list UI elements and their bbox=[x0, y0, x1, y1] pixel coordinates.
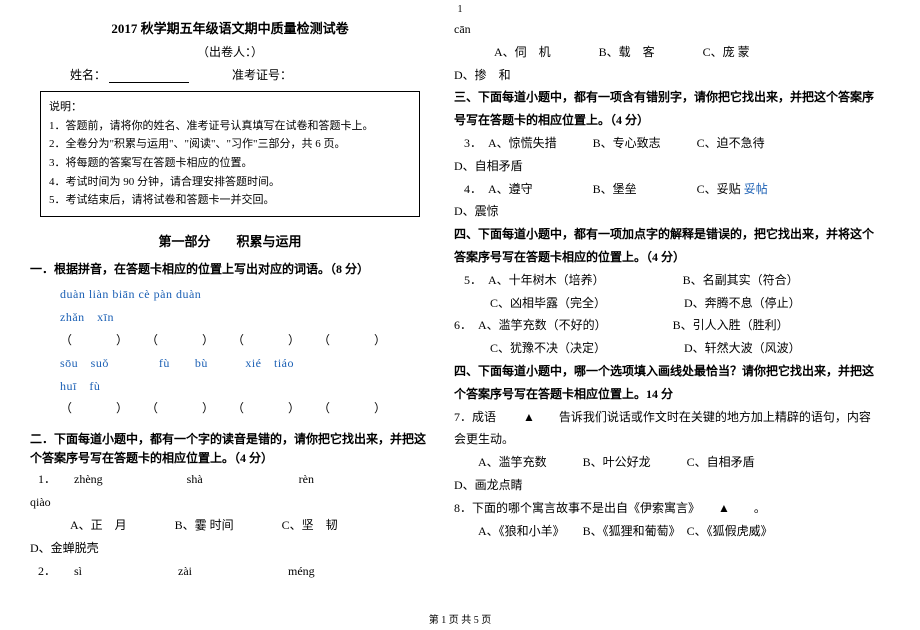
student-info-line: 姓名： 准考证号： bbox=[70, 66, 430, 83]
notice-box: 说明： 1．答题前，请将你的姓名、准考证号认真填写在试卷和答题卡上。 2．全卷分… bbox=[40, 91, 420, 217]
options-line: 5． A、十年树木（培养） B、名副其实（符合） bbox=[464, 269, 874, 292]
pinyin-row: duàn liàn biān cè pàn duàn bbox=[60, 283, 430, 306]
option-d: D、自相矛盾 bbox=[454, 155, 874, 178]
paren-row: （ ） （ ） （ ） （ ） bbox=[60, 397, 430, 420]
options-line: 6． A、滥竽充数（不好的） B、引人入胜（胜利） bbox=[454, 314, 874, 337]
q2-title: 二．下面每道小题中，都有一个字的读音是错的，请你把它找出来，并把这个答案序号写在… bbox=[30, 430, 430, 468]
right-column: cān A、伺 机 B、载 客 C、庞 蒙 D、掺 和 三、下面每道小题中，都有… bbox=[454, 18, 874, 582]
pinyin-block: duàn liàn biān cè pàn duàn zhǎn xīn （ ） … bbox=[60, 283, 430, 420]
name-blank bbox=[109, 69, 189, 83]
opt-abc: 4． A、遵守 B、堡垒 C、妥贴 bbox=[464, 182, 741, 196]
item-text: 8．下面的哪个寓言故事不是出自《伊索寓言》 ▲ 。 bbox=[454, 497, 874, 520]
q4-title: 四、下面每道小题中，都有一项加点字的解释是错误的，把它找出来，并将这个答案序号写… bbox=[454, 223, 874, 269]
page-footer: 第 1 页 共 5 页 bbox=[429, 611, 492, 626]
notice-line: 3．将每题的答案写在答题卡相应的位置。 bbox=[49, 154, 411, 173]
options-line: A、正 月 B、霎 时间 C、坚 韧 bbox=[70, 514, 430, 537]
exam-id-label: 准考证号： bbox=[232, 68, 292, 82]
option-d: D、金蝉脱壳 bbox=[30, 537, 430, 560]
item-pinyin: qiào bbox=[30, 491, 430, 514]
option-d: D、震惊 bbox=[454, 200, 874, 223]
pinyin-row: huī fù bbox=[60, 375, 430, 398]
options-line: C、犹豫不决（决定） D、轩然大波（风波） bbox=[454, 337, 874, 360]
options-line: C、凶相毕露（完全） D、奔腾不息（停止） bbox=[454, 292, 874, 315]
option-d: D、画龙点睛 bbox=[454, 474, 874, 497]
pinyin-row: sōu suǒ fù bù xié tiáo bbox=[60, 352, 430, 375]
options-line: A、滥竽充数 B、叶公好龙 C、自相矛盾 bbox=[454, 451, 874, 474]
notice-line: 1．答题前，请将你的姓名、准考证号认真填写在试卷和答题卡上。 bbox=[49, 117, 411, 136]
notice-line: 5．考试结束后，请将试卷和答题卡一并交回。 bbox=[49, 191, 411, 210]
item-text: 7．成语 ▲ 告诉我们说话或作文时在关键的地方加上精辟的语句，内容会更生动。 bbox=[454, 406, 874, 452]
option-d: D、掺 和 bbox=[454, 64, 874, 87]
options-line: 4． A、遵守 B、堡垒 C、妥贴 妥帖 bbox=[464, 178, 874, 201]
options-line: A、伺 机 B、载 客 C、庞 蒙 bbox=[494, 41, 874, 64]
item-pinyin: 2． sì zài méng bbox=[38, 560, 430, 583]
pinyin-fragment: cān bbox=[454, 18, 874, 41]
left-column: 2017 秋学期五年级语文期中质量检测试卷 （出卷人：） 姓名： 准考证号： 说… bbox=[30, 18, 430, 582]
options-line: 3． A、惊慌失措 B、专心致志 C、迫不急待 bbox=[464, 132, 874, 155]
notice-line: 2．全卷分为"积累与运用"、"阅读"、"习作"三部分，共 6 页。 bbox=[49, 135, 411, 154]
two-column-layout: 2017 秋学期五年级语文期中质量检测试卷 （出卷人：） 姓名： 准考证号： 说… bbox=[0, 0, 920, 582]
q1-title: 一．根据拼音，在答题卡相应的位置上写出对应的词语。（8 分） bbox=[30, 260, 430, 279]
correction-blue: 妥帖 bbox=[744, 182, 768, 196]
exam-title: 2017 秋学期五年级语文期中质量检测试卷 bbox=[30, 18, 430, 37]
q3-title: 三、下面每道小题中，都有一项含有错别字，请你把它找出来，并把这个答案序号写在答题… bbox=[454, 86, 874, 132]
q5-title: 四、下面每道小题中，哪一个选项填入画线处最恰当？请你把它找出来，并把这个答案序号… bbox=[454, 360, 874, 406]
item-pinyin: 1． zhèng shà rèn bbox=[38, 468, 430, 491]
notice-heading: 说明： bbox=[49, 98, 411, 117]
notice-line: 4．考试时间为 90 分钟，请合理安排答题时间。 bbox=[49, 173, 411, 192]
options-line: A、《狼和小羊》 B、《狐狸和葡萄》 C、《狐假虎威》 bbox=[454, 520, 874, 543]
exam-subtitle: （出卷人：） bbox=[30, 43, 430, 60]
paren-row: （ ） （ ） （ ） （ ） bbox=[60, 329, 430, 352]
name-label: 姓名： bbox=[70, 68, 106, 82]
top-page-number: 1 bbox=[458, 4, 463, 15]
section-title: 第一部分 积累与运用 bbox=[30, 231, 430, 250]
pinyin-row: zhǎn xīn bbox=[60, 306, 430, 329]
